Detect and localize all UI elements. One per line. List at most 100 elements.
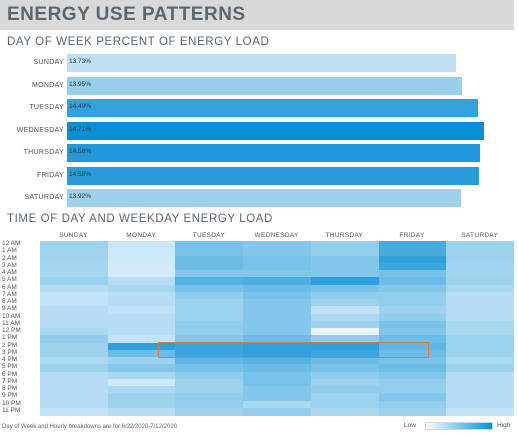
heatmap-cell [175,291,244,300]
heatmap-cell [107,407,176,416]
heatmap-cell [175,386,244,394]
heatmap-cell [378,306,447,314]
heatmap-cell [378,349,447,358]
heatmap-cell [107,262,176,271]
heatmap-cell [310,291,379,300]
heatmap-cell [310,342,379,351]
heatmap-cell [378,364,447,372]
heatmap-row-label: 12 AM [2,240,21,247]
bar-label-sunday: SUNDAY [33,59,64,66]
heatmap-cell [378,357,447,365]
bar-value-label: 14.58% [69,148,92,155]
heatmap-cell [40,371,109,380]
heatmap-cell [175,284,244,293]
heatmap-cell [378,262,447,271]
heatmap-cell [243,407,312,416]
heatmap-row-label: 11 AM [2,319,20,327]
heatmap-row-label: 1 AM [2,247,17,255]
heatmap-cell [175,393,244,401]
heatmap-row-label: 4 AM [2,269,17,276]
heatmap-cell [446,241,515,249]
heatmap-cell [378,277,447,285]
heatmap-cell [446,270,515,278]
heatmap-cell [378,313,447,322]
heatmap-cell [175,371,244,380]
heatmap-cell [107,400,176,409]
heatmap-row-label: 8 PM [2,385,18,392]
bar-wednesday: 14.71% [67,121,484,140]
heatmap-cell [40,313,109,322]
heatmap-cell [40,386,109,394]
heatmap-cell [446,328,515,336]
heatmap-cell [446,400,515,409]
heatmap-cell [175,335,244,343]
heatmap-cell [175,241,244,249]
heatmap-cell [40,284,109,293]
heatmap-cell [446,371,515,380]
heatmap-cell [378,320,447,329]
heatmap-col-friday: FRIDAY [399,232,425,239]
heatmap-row-label: 9 AM [2,305,17,313]
heatmap-row-label: 2 PM [2,341,18,349]
heatmap-cell [378,407,447,416]
heatmap-cell [378,400,447,409]
heatmap-row-label: 8 AM [2,298,17,305]
heatmap-cell [175,299,244,307]
heatmap-cell [446,378,515,387]
heatmap-cell [40,364,109,372]
heatmap-cell [310,371,379,380]
bar-value-label: 13.95% [69,80,92,88]
bar-value-label: 14.55% [69,170,92,178]
heatmap-cell [378,299,447,307]
page-title: ENERGY USE PATTERNS [7,4,246,25]
heatmap-cell [310,393,379,401]
bar-label-saturday: SATURDAY [24,194,64,201]
heatmap-cell [175,270,244,278]
footnote: Day of Week and Hourly breakdowns are fo… [2,424,179,430]
heatmap-cell [446,386,515,394]
bar-label-tuesday: TUESDAY [29,104,64,111]
heatmap-cell [107,393,176,401]
heatmap-row-label: 6 PM [2,370,18,378]
heatmap-cell [243,320,312,329]
heatmap-cell [446,255,515,264]
heatmap-cell [243,328,312,336]
heatmap-cell [446,277,515,285]
heatmap-cell [446,248,515,256]
heatmap-cell [446,342,515,351]
bar-saturday: 13.92% [67,189,462,207]
bar-tuesday: 14.49% [67,99,478,117]
heatmap-cell [175,407,244,416]
heatmap-cell [243,378,312,387]
heatmap-cell [378,378,447,387]
heatmap-cell [107,378,176,387]
heatmap-cell [107,313,176,322]
heatmap-cell [310,284,379,293]
heatmap-cell [107,277,176,285]
heatmap-cell [310,335,379,343]
heatmap-cell [378,248,447,256]
heatmap-cell [243,342,312,351]
heatmap-cell [378,255,447,264]
heatmap-row-label: 1 PM [2,334,18,342]
bar-label-friday: FRIDAY [37,171,64,179]
heatmap-col-saturday: SATURDAY [461,232,499,239]
heatmap-cell [107,270,176,278]
heatmap-cell [446,320,515,329]
heatmap-row-label: 10 AM [2,312,21,320]
heatmap-cell [107,306,176,314]
heatmap-cell [378,342,447,351]
heatmap-cell [310,378,379,387]
heatmap-cell [446,299,515,307]
bar-value-label: 14.49% [69,103,92,110]
heatmap-cell [310,407,379,416]
heatmap-cell [310,299,379,307]
heatmap-cell [243,299,312,307]
heatmap-row-label: 7 AM [2,290,17,298]
heatmap-cell [378,371,447,380]
heatmap-cell [40,277,109,285]
heatmap-cell [378,328,447,336]
heatmap-title: TIME OF DAY AND WEEKDAY ENERGY LOAD [7,213,273,225]
heatmap-cell [243,364,312,372]
heatmap-cell [40,320,109,329]
